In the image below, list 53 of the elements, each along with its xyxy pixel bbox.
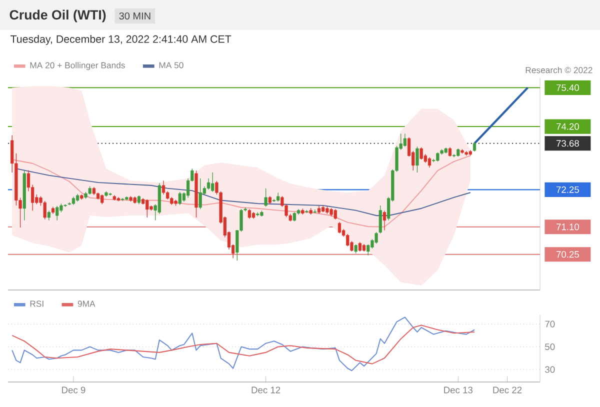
- candlestick: [428, 156, 432, 168]
- candlestick: [276, 192, 280, 202]
- candlestick: [313, 209, 316, 214]
- candlestick: [420, 146, 423, 160]
- candlestick: [292, 212, 296, 222]
- line-series: [12, 324, 476, 364]
- candlestick: [334, 208, 337, 220]
- candlestick: [211, 172, 214, 192]
- candlestick: [162, 180, 166, 195]
- candlestick: [206, 178, 210, 190]
- candlestick: [338, 222, 342, 234]
- candlestick: [178, 192, 182, 206]
- candlestick: [436, 152, 440, 162]
- legend-label: 9MA: [78, 300, 96, 307]
- candlestick: [416, 146, 419, 173]
- y-tick-label: 75.40: [556, 84, 580, 91]
- text: 30 MIN: [119, 12, 150, 20]
- candlestick: [354, 244, 358, 254]
- y-tick-label: 30: [545, 366, 555, 373]
- chart-title: Crude Oil (WTI): [10, 10, 106, 22]
- candlestick: [346, 234, 350, 247]
- x-tick-label: Dec 9: [62, 386, 86, 394]
- candlestick: [146, 199, 149, 218]
- candlestick: [366, 244, 370, 256]
- candlestick: [264, 188, 268, 208]
- x-tick-label: Dec 13: [444, 386, 472, 394]
- y-tick-label: 70.25: [556, 251, 579, 258]
- y-tick-label: 70: [545, 320, 555, 328]
- candlestick: [56, 206, 59, 221]
- y-tick-label: 72.25: [556, 186, 579, 193]
- chart-subtitle: Tuesday, December 13, 2022 2:41:40 AM CET: [10, 35, 232, 45]
- legend-label: RSI: [30, 300, 44, 307]
- y-tick-label: 71.10: [556, 224, 580, 230]
- candlestick: [198, 178, 202, 210]
- legend-label: MA 20 + Bollinger Bands: [30, 62, 125, 70]
- candlestick: [47, 210, 50, 221]
- candlestick: [248, 208, 251, 220]
- candlestick: [358, 242, 362, 252]
- candlestick: [403, 133, 407, 147]
- text: Research © 2022: [526, 66, 592, 74]
- candlestick: [382, 210, 386, 231]
- candlestick: [43, 200, 46, 220]
- x-tick-label: Dec 22: [493, 386, 522, 394]
- candlestick: [374, 232, 378, 244]
- y-tick-label: 73.68: [556, 140, 579, 147]
- legend-label: MA 50: [159, 62, 184, 68]
- y-tick-label: 74.20: [556, 123, 580, 130]
- candlestick: [100, 194, 104, 205]
- x-tick-label: Dec 12: [252, 386, 280, 394]
- candlestick: [472, 142, 476, 152]
- y-tick-label: 50: [545, 343, 555, 350]
- candlestick: [448, 146, 452, 157]
- candlestick: [378, 205, 382, 234]
